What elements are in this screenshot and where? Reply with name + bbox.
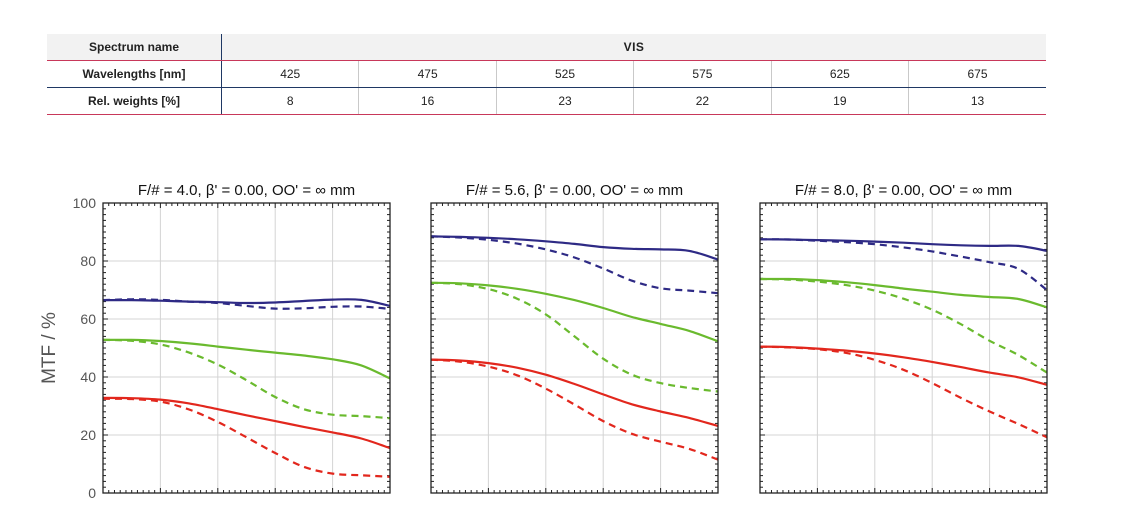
mtf-curve-green-dashed [430, 281, 719, 393]
wavelength-cell: 575 [633, 60, 772, 88]
mtf-curve-green-solid [430, 281, 719, 343]
weight-cell: 19 [770, 87, 909, 115]
mtf-curve-red-solid [102, 396, 391, 450]
wavelength-cell: 525 [495, 60, 634, 88]
mtf-panel-3: F/# = 8.0, β' = 0.00, OO' = ∞ mm [759, 182, 1048, 494]
wavelength-cell: 475 [358, 60, 497, 88]
mtf-curve-red-dashed [102, 397, 391, 478]
y-tick-label: 100 [73, 195, 97, 211]
panel-frame [759, 202, 1048, 494]
y-axis-label: MTF / % [39, 312, 60, 384]
mtf-curve-green-solid [759, 277, 1048, 309]
weight-cell: 8 [220, 87, 359, 115]
wavelength-cell: 675 [908, 60, 1046, 88]
weight-cell: 23 [495, 87, 634, 115]
panel-title: F/# = 5.6, β' = 0.00, OO' = ∞ mm [466, 182, 683, 199]
panel-title: F/# = 4.0, β' = 0.00, OO' = ∞ mm [138, 182, 355, 199]
mtf-curve-blue-dashed [759, 238, 1048, 291]
spectrum-name-label: Spectrum name [47, 34, 222, 61]
mtf-curve-red-solid [430, 358, 719, 428]
weights-row: Rel. weights [%] 8 16 23 22 19 13 [47, 87, 1046, 115]
weight-cell: 22 [633, 87, 772, 115]
weights-label: Rel. weights [%] [47, 87, 222, 115]
wavelength-cell: 425 [220, 60, 359, 88]
weight-cell: 13 [908, 87, 1046, 115]
y-tick-label: 0 [88, 485, 96, 501]
mtf-curve-green-solid [102, 338, 391, 380]
mtf-curve-red-dashed [759, 345, 1048, 439]
mtf-curve-red-dashed [430, 358, 719, 461]
mtf-curve-blue-dashed [430, 235, 719, 295]
wavelength-row: Wavelengths [nm] 425 475 525 575 625 675 [47, 60, 1046, 88]
y-tick-label: 80 [80, 253, 96, 269]
wavelength-label: Wavelengths [nm] [47, 60, 222, 88]
panel-frame [102, 202, 391, 494]
spectrum-table: Spectrum name VIS Wavelengths [nm] 425 4… [47, 34, 1046, 115]
weight-cell: 16 [358, 87, 497, 115]
wavelength-cell: 625 [770, 60, 909, 88]
mtf-curve-blue-solid [759, 238, 1048, 252]
mtf-curve-blue-solid [103, 298, 391, 307]
mtf-panel-1: F/# = 4.0, β' = 0.00, OO' = ∞ mm [102, 182, 391, 494]
spectrum-row: Spectrum name VIS [47, 34, 1046, 61]
panel-title: F/# = 8.0, β' = 0.00, OO' = ∞ mm [795, 182, 1012, 199]
spectrum-name-value: VIS [221, 34, 1046, 61]
mtf-curve-green-dashed [102, 338, 391, 420]
mtf-curve-blue-solid [430, 235, 719, 261]
mtf-curve-red-solid [759, 345, 1048, 386]
y-tick-label: 20 [80, 427, 96, 443]
panel-frame [430, 202, 719, 494]
y-tick-label: 60 [80, 311, 96, 327]
mtf-curve-green-dashed [759, 277, 1048, 374]
y-tick-label: 40 [80, 369, 96, 385]
mtf-curve-blue-dashed [102, 298, 391, 310]
mtf-panel-2: F/# = 5.6, β' = 0.00, OO' = ∞ mm [430, 182, 719, 494]
